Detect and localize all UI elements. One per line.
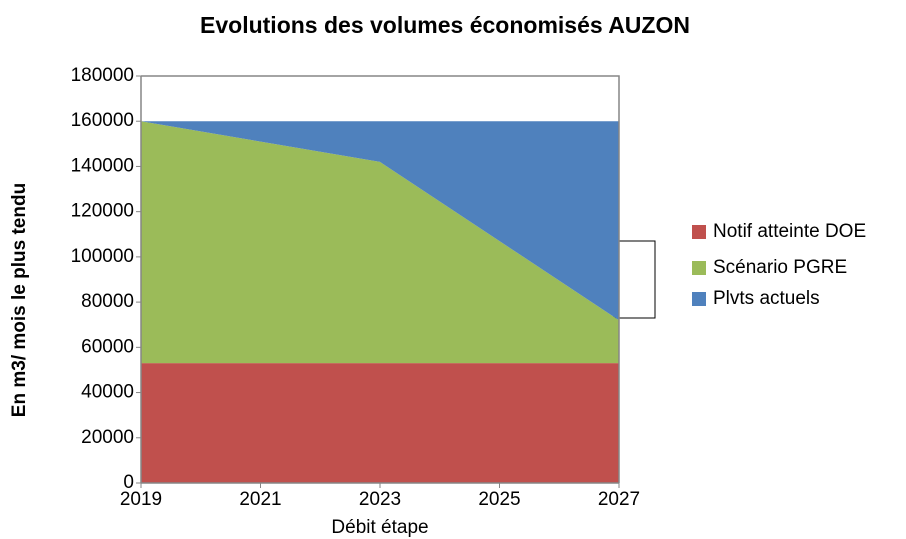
y-tick-label: 120000 — [71, 201, 134, 222]
x-tick-label: 2025 — [478, 489, 520, 510]
chart-title: Evolutions des volumes économisés AUZON — [200, 12, 690, 38]
y-axis-label: En m3/ mois le plus tendu — [9, 183, 30, 417]
y-tick-label: 80000 — [81, 291, 134, 312]
plot-border — [141, 75, 620, 483]
y-tick-label: 140000 — [71, 155, 134, 176]
x-tick-label: 2023 — [359, 489, 401, 510]
y-tick-label: 180000 — [71, 65, 134, 86]
area — [141, 363, 619, 483]
area — [141, 121, 619, 321]
x-tick-label: 2021 — [239, 489, 281, 510]
y-tick-label: 160000 — [71, 110, 134, 131]
y-tick-label: 100000 — [71, 246, 134, 267]
legend-swatch — [692, 225, 706, 239]
x-axis-label: Débit étape — [331, 517, 428, 538]
legend-label: Scénario PGRE — [713, 257, 847, 278]
area — [141, 121, 619, 364]
x-tick-label: 2027 — [598, 489, 640, 510]
legend-frame — [613, 240, 656, 319]
legend-swatch — [692, 292, 706, 306]
y-tick-label: 60000 — [81, 336, 134, 357]
y-tick-label: 40000 — [81, 382, 134, 403]
legend-label: Notif atteinte DOE — [713, 221, 866, 242]
legend-label: Plvts actuels — [713, 288, 820, 309]
y-tick-label: 0 — [123, 472, 134, 493]
x-tick-label: 2019 — [120, 489, 162, 510]
legend-swatch — [692, 261, 706, 275]
y-tick-label: 20000 — [81, 427, 134, 448]
